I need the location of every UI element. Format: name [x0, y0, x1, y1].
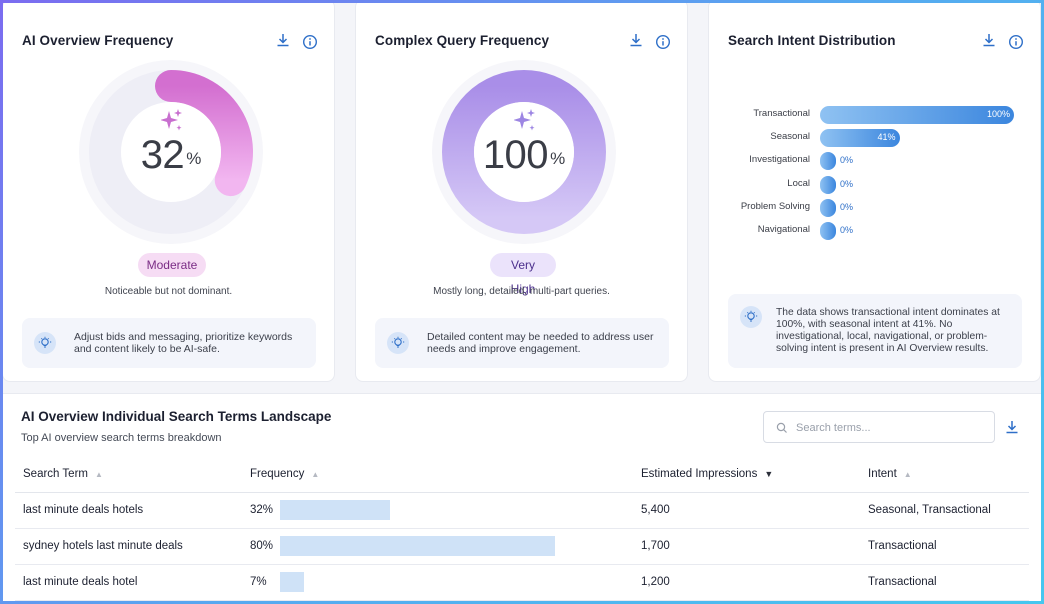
lightbulb-icon [34, 332, 56, 354]
intent-bar-row: Investigational 0% [709, 152, 1041, 171]
search-term-cell: last minute deals hotel [15, 564, 242, 601]
sort-asc-icon: ▲ [903, 469, 912, 479]
download-icon[interactable] [981, 32, 997, 48]
search-term-cell: last minute deals hotels [15, 492, 242, 529]
frequency-bar [280, 500, 391, 520]
lightbulb-icon [740, 306, 762, 328]
intent-bar-label: Transactional [753, 108, 810, 119]
badge-description: Mostly long, detailed, multi-part querie… [433, 286, 610, 297]
frequency-bar [280, 572, 305, 592]
gauge-value: 100 [482, 132, 549, 177]
tip-text: Detailed content may be needed to addres… [427, 330, 654, 356]
table-row[interactable]: sydney hotels last minute deals 80% 1,70… [15, 528, 1029, 565]
intent-bar-row: Problem Solving 0% [709, 198, 1041, 217]
section-subtitle: Top AI overview search terms breakdown [21, 432, 222, 444]
ai-overview-frequency-card: AI Overview Frequency [3, 3, 335, 382]
intent-bar [820, 152, 836, 171]
tip-text: Adjust bids and messaging, prioritize ke… [74, 330, 293, 356]
intent-bar-chart: Transactional 100% Seasonal 41% Investigatio… [709, 3, 1041, 260]
info-icon[interactable] [655, 34, 671, 50]
card-title: Complex Query Frequency [375, 33, 550, 48]
intent-bar-row: Local 0% [709, 175, 1041, 194]
intent-cell: Transactional [860, 528, 1029, 565]
sort-desc-icon: ▼ [764, 468, 774, 479]
intent-bar-value: 100% [986, 109, 1010, 119]
search-box [763, 411, 995, 443]
frequency-value: 32% [250, 504, 274, 516]
intent-bar-value: 0% [840, 178, 854, 189]
frequency-gauge: 100% [429, 57, 619, 247]
info-icon[interactable] [1008, 34, 1024, 50]
search-terms-table: Search Term ▲ Frequency ▲ Estimated Impres… [15, 456, 1029, 601]
intent-bar-label: Navigational [757, 224, 810, 235]
intent-bar-row: Seasonal 41% [709, 129, 1041, 148]
intent-bar-label: Problem Solving [740, 200, 810, 212]
intent-bar-value: 41% [877, 132, 896, 143]
frequency-bar [280, 536, 556, 556]
frequency-gauge: 32% [76, 57, 266, 247]
download-icon[interactable] [628, 32, 644, 48]
impressions-cell: 5,400 [633, 492, 860, 529]
search-input[interactable] [796, 418, 986, 438]
section-title: AI Overview Individual Search Terms Land… [21, 409, 332, 424]
search-term-cell: sydney hotels last minute deals [15, 528, 242, 565]
lightbulb-icon [387, 332, 409, 354]
sort-asc-icon: ▲ [311, 469, 320, 479]
column-header-frequency[interactable]: Frequency ▲ [242, 456, 633, 493]
gauge-arc [155, 70, 253, 197]
insight-tip: Adjust bids and messaging, prioritize ke… [22, 318, 316, 368]
complex-query-frequency-card: Complex Query Frequency [355, 3, 688, 382]
badge-description: Noticeable but not dominant. [104, 286, 233, 297]
intent-bar-row: Transactional 100% [709, 106, 1041, 124]
search-intent-distribution-card: Search Intent Distribution Transactional… [708, 3, 1041, 382]
intent-bar-label: Seasonal [770, 131, 810, 143]
gauge-unit: % [186, 149, 202, 168]
column-header-intent[interactable]: Intent ▲ [860, 456, 1029, 493]
info-icon[interactable] [302, 34, 318, 50]
column-header-estimated-impressions[interactable]: Estimated Impressions ▼ [633, 456, 860, 493]
intent-bar [820, 106, 1014, 124]
intent-bar-value: 0% [840, 225, 854, 235]
sort-asc-icon: ▲ [94, 469, 103, 479]
table-row[interactable]: last minute deals hotels 32% 5,400 Seaso… [15, 492, 1029, 529]
frequency-value: 7% [250, 576, 267, 588]
intent-cell: Seasonal, Transactional [860, 492, 1029, 529]
card-title: AI Overview Frequency [22, 33, 174, 48]
download-icon[interactable] [1004, 419, 1020, 435]
sparkle-icon [160, 109, 183, 138]
dashboard: AI Overview Frequency [3, 3, 1041, 601]
insight-tip: The data shows transactional intent domi… [728, 294, 1022, 368]
sparkle-icon [513, 109, 536, 138]
search-terms-landscape: AI Overview Individual Search Terms Land… [3, 393, 1041, 601]
intent-bar [820, 198, 836, 217]
status-badge: Moderate [138, 253, 206, 277]
gauge-value: 32 [140, 132, 185, 177]
intent-bar [820, 175, 836, 194]
impressions-cell: 1,200 [633, 564, 860, 601]
intent-bar-label: Investigational [749, 154, 810, 166]
impressions-cell: 1,700 [633, 528, 860, 565]
insight-tip: Detailed content may be needed to addres… [375, 318, 669, 368]
table-header-row: Search Term ▲ Frequency ▲ Estimated Impres… [15, 456, 1029, 493]
card-title: Search Intent Distribution [728, 33, 896, 48]
download-icon[interactable] [275, 32, 291, 48]
status-badge: Very High [490, 253, 556, 296]
tip-text: The data shows transactional intent domi… [776, 307, 1000, 354]
intent-bar-value: 0% [840, 201, 854, 212]
frequency-value: 80% [250, 540, 274, 552]
intent-bar-label: Local [787, 177, 810, 189]
intent-bar [820, 222, 836, 240]
table-row[interactable]: last minute deals hotel 7% 1,200 Transac… [15, 564, 1029, 601]
gauge-unit: % [550, 149, 566, 168]
column-header-search-term[interactable]: Search Term ▲ [15, 456, 242, 493]
search-icon [776, 422, 787, 433]
intent-cell: Transactional [860, 564, 1029, 601]
intent-bar [820, 129, 900, 148]
intent-bar-value: 0% [840, 155, 854, 166]
intent-bar-row: Navigational 0% [709, 222, 1041, 240]
